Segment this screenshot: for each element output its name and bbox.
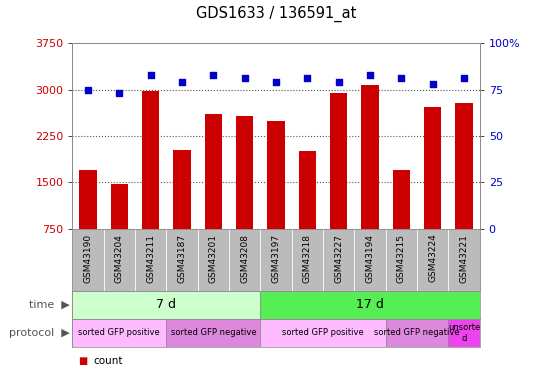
Bar <box>142 91 159 229</box>
Bar <box>260 291 480 319</box>
Text: GSM43208: GSM43208 <box>240 234 249 283</box>
Text: ■: ■ <box>78 356 87 366</box>
Point <box>209 72 218 78</box>
Point <box>84 87 92 93</box>
Bar <box>111 184 128 229</box>
Bar <box>205 114 222 229</box>
Text: time  ▶: time ▶ <box>29 300 70 310</box>
Bar <box>386 319 449 347</box>
Text: GSM43194: GSM43194 <box>366 234 375 283</box>
Point <box>115 90 124 96</box>
Point <box>397 75 406 81</box>
Bar <box>260 319 386 347</box>
Bar <box>449 319 480 347</box>
Text: GSM43211: GSM43211 <box>146 234 155 283</box>
Text: GSM43197: GSM43197 <box>272 234 280 283</box>
Bar <box>72 319 166 347</box>
Bar <box>72 291 260 319</box>
Point <box>366 72 374 78</box>
Text: GSM43187: GSM43187 <box>177 234 187 283</box>
Bar <box>330 93 347 229</box>
Text: sorted GFP positive: sorted GFP positive <box>282 328 364 338</box>
Text: GSM43218: GSM43218 <box>303 234 312 283</box>
Point <box>272 79 280 85</box>
Bar <box>174 150 191 229</box>
Point <box>303 75 311 81</box>
Text: count: count <box>94 356 123 366</box>
Text: GSM43221: GSM43221 <box>459 234 468 283</box>
Point <box>146 72 155 78</box>
Point <box>428 81 437 87</box>
Bar <box>267 121 285 229</box>
Text: unsorte
d: unsorte d <box>448 323 480 342</box>
Text: GSM43204: GSM43204 <box>115 234 124 283</box>
Text: 17 d: 17 d <box>356 298 384 311</box>
Point <box>460 75 468 81</box>
Text: protocol  ▶: protocol ▶ <box>9 328 70 338</box>
Text: 7 d: 7 d <box>157 298 176 311</box>
Text: GSM43215: GSM43215 <box>397 234 406 283</box>
Bar <box>361 85 378 229</box>
Text: sorted GFP negative: sorted GFP negative <box>170 328 256 338</box>
Text: sorted GFP negative: sorted GFP negative <box>374 328 460 338</box>
Bar <box>299 152 316 229</box>
Text: GSM43224: GSM43224 <box>428 234 437 282</box>
Point <box>334 79 343 85</box>
Point <box>178 79 187 85</box>
Point <box>241 75 249 81</box>
Bar <box>236 116 254 229</box>
Text: sorted GFP positive: sorted GFP positive <box>78 328 160 338</box>
Bar <box>424 107 441 229</box>
Text: GSM43227: GSM43227 <box>334 234 343 283</box>
Bar <box>79 170 96 229</box>
Bar <box>393 170 410 229</box>
Text: GDS1633 / 136591_at: GDS1633 / 136591_at <box>196 6 356 22</box>
Text: GSM43190: GSM43190 <box>84 234 93 283</box>
Bar <box>166 319 260 347</box>
Bar <box>456 103 473 229</box>
Text: GSM43201: GSM43201 <box>209 234 218 283</box>
